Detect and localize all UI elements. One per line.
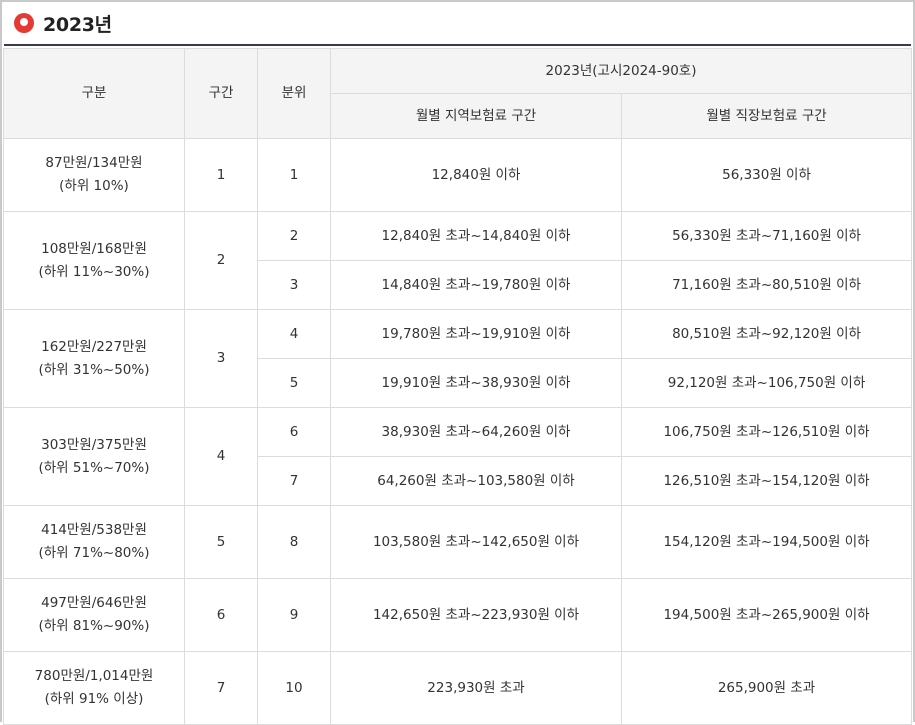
heart-bullet-icon (14, 13, 34, 33)
section-cell: 6 (184, 578, 258, 652)
income-amount: 780만원/1,014만원 (34, 668, 154, 684)
table-row: 497만원/646만원 (하위 81%~90%) 6 9 142,650원 초과… (3, 578, 913, 652)
income-rank: (하위 71%~80%) (38, 545, 150, 561)
premium-table: 구분 구간 분위 2023년(고시2024-90호) 월별 지역보험료 구간 월… (3, 48, 913, 725)
decile-cell: 5 (257, 358, 331, 408)
table-row: 87만원/134만원 (하위 10%) 1 1 12,840원 이하 56,33… (3, 138, 913, 212)
table-row: 780만원/1,014만원 (하위 91% 이상) 7 10 223,930원 … (3, 651, 913, 725)
income-amount: 162만원/227만원 (41, 338, 147, 355)
section-title: 2023년 (43, 13, 112, 36)
table-row: 7 64,260원 초과~103,580원 이하 126,510원 초과~154… (4, 456, 913, 506)
income-group-cell: 497만원/646만원 (하위 81%~90%) (3, 578, 185, 652)
decile-cell: 7 (257, 456, 331, 506)
income-group-cell: 780만원/1,014만원 (하위 91% 이상) (3, 651, 185, 725)
header-workplace: 월별 직장보험료 구간 (620, 93, 913, 139)
workplace-cell: 194,500원 초과~265,900원 이하 (620, 578, 913, 652)
workplace-cell: 154,120원 초과~194,500원 이하 (620, 505, 913, 579)
income-group-cell: 162만원/227만원 (하위 31%~50%) (3, 309, 185, 408)
workplace-cell: 92,120원 초과~106,750원 이하 (620, 358, 913, 408)
regional-cell: 12,840원 이하 (330, 138, 622, 212)
income-group-cell: 108만원/168만원 (하위 11%~30%) (3, 211, 185, 310)
regional-cell: 142,650원 초과~223,930원 이하 (330, 578, 622, 652)
income-amount: 87만원/134만원 (45, 155, 143, 171)
income-amount: 303만원/375만원 (41, 436, 147, 453)
income-group-cell: 303만원/375만원 (하위 51%~70%) (3, 407, 185, 506)
table-row: 162만원/227만원 (하위 31%~50%) 3 4 19,780원 초과~… (3, 309, 913, 408)
income-rank: (하위 31%~50%) (38, 361, 150, 378)
section-header: 2023년 (4, 2, 911, 46)
income-amount: 497만원/646만원 (41, 595, 147, 611)
income-rank: (하위 91% 이상) (44, 691, 144, 707)
decile-cell: 8 (257, 505, 331, 579)
decile-cell: 3 (257, 260, 331, 310)
decile-cell: 10 (257, 651, 331, 725)
regional-cell: 19,780원 초과~19,910원 이하 (330, 309, 622, 359)
header-regional: 월별 지역보험료 구간 (330, 93, 622, 139)
income-amount: 414만원/538만원 (41, 522, 147, 538)
regional-cell: 12,840원 초과~14,840원 이하 (330, 211, 622, 261)
workplace-cell: 80,510원 초과~92,120원 이하 (620, 309, 913, 359)
table-row: 414만원/538만원 (하위 71%~80%) 5 8 103,580원 초과… (3, 505, 913, 579)
workplace-cell: 106,750원 초과~126,510원 이하 (620, 407, 913, 457)
income-rank: (하위 81%~90%) (38, 618, 150, 634)
regional-cell: 38,930원 초과~64,260원 이하 (330, 407, 622, 457)
income-group-cell: 414만원/538만원 (하위 71%~80%) (3, 505, 185, 579)
decile-cell: 2 (257, 211, 331, 261)
workplace-cell: 56,330원 이하 (620, 138, 913, 212)
header-section: 구간 (184, 48, 258, 139)
regional-cell: 64,260원 초과~103,580원 이하 (330, 456, 622, 506)
table-row: 5 19,910원 초과~38,930원 이하 92,120원 초과~106,7… (4, 358, 913, 408)
decile-cell: 6 (257, 407, 331, 457)
regional-cell: 14,840원 초과~19,780원 이하 (330, 260, 622, 310)
decile-cell: 4 (257, 309, 331, 359)
income-amount: 108만원/168만원 (41, 240, 147, 257)
section-cell: 4 (184, 407, 258, 506)
section-cell: 5 (184, 505, 258, 579)
workplace-cell: 56,330원 초과~71,160원 이하 (620, 211, 913, 261)
header-group: 구분 (3, 48, 185, 139)
regional-cell: 19,910원 초과~38,930원 이하 (330, 358, 622, 408)
header-year: 2023년(고시2024-90호) (329, 48, 913, 94)
regional-cell: 223,930원 초과 (330, 651, 622, 725)
table-row: 303만원/375만원 (하위 51%~70%) 4 6 38,930원 초과~… (3, 407, 913, 506)
section-cell: 7 (184, 651, 258, 725)
workplace-cell: 126,510원 초과~154,120원 이하 (620, 456, 913, 506)
section-cell: 2 (184, 211, 258, 310)
income-rank: (하위 10%) (59, 178, 129, 194)
workplace-cell: 71,160원 초과~80,510원 이하 (620, 260, 913, 310)
section-cell: 3 (184, 309, 258, 408)
decile-cell: 9 (257, 578, 331, 652)
table-row: 3 14,840원 초과~19,780원 이하 71,160원 초과~80,51… (4, 260, 913, 310)
decile-cell: 1 (257, 138, 331, 212)
section-cell: 1 (184, 138, 258, 212)
table-row: 108만원/168만원 (하위 11%~30%) 2 2 12,840원 초과~… (3, 211, 913, 310)
income-rank: (하위 51%~70%) (38, 459, 150, 476)
income-rank: (하위 11%~30%) (38, 263, 150, 280)
workplace-cell: 265,900원 초과 (620, 651, 913, 725)
regional-cell: 103,580원 초과~142,650원 이하 (330, 505, 622, 579)
header-decile: 분위 (257, 48, 331, 139)
income-group-cell: 87만원/134만원 (하위 10%) (3, 138, 185, 212)
